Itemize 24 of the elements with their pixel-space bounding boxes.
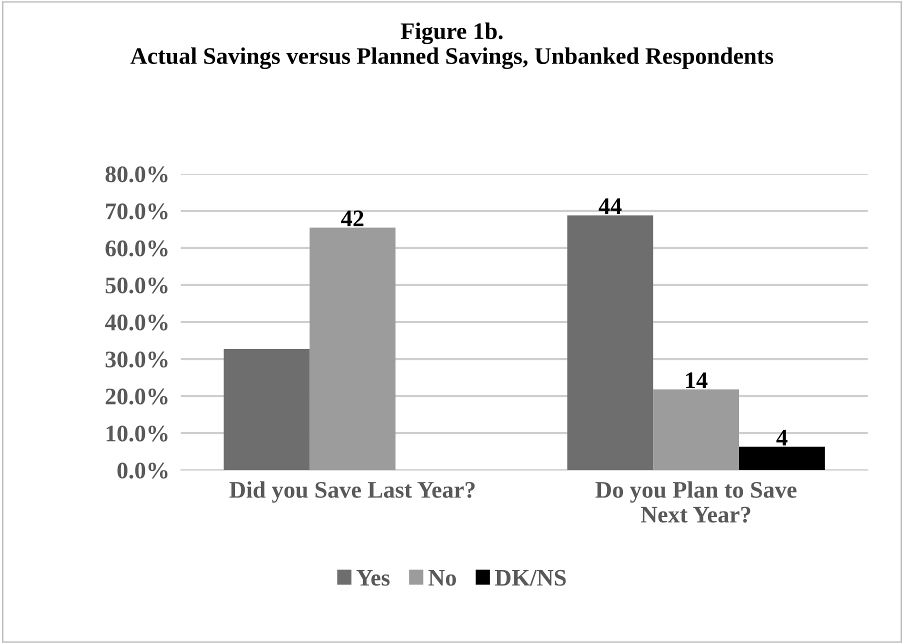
y-tick-label: 40.0% xyxy=(105,314,168,331)
bar xyxy=(224,349,310,470)
y-tick-label: 80.0% xyxy=(106,166,168,182)
y-tick-label: 30.0% xyxy=(106,352,168,368)
bar xyxy=(310,228,396,470)
y-tick-label: 50.0% xyxy=(106,277,168,294)
x-tick-label: Do you Plan to Save Next Year? xyxy=(595,481,796,523)
bar xyxy=(567,215,654,470)
bar xyxy=(739,446,825,470)
annotation: 14 xyxy=(686,372,708,388)
legend-label: No xyxy=(428,570,456,586)
legend-label: DK/NS xyxy=(495,570,566,586)
legend-label: Yes xyxy=(356,570,390,586)
annotation: 44 xyxy=(598,198,622,214)
annotation: 42 xyxy=(341,210,364,226)
bar xyxy=(653,389,740,470)
y-tick-label: 70.0% xyxy=(106,203,168,220)
y-tick-label: 0.0% xyxy=(117,462,168,479)
y-tick-label: 60.0% xyxy=(106,240,168,256)
annotation: 4 xyxy=(776,430,788,446)
x-tick-label: Did you Save Last Year? xyxy=(229,481,475,503)
y-tick-label: 10.0% xyxy=(106,426,168,442)
chart-title: Figure 1b. Actual Savings versus Planned Savings, Unbanked Respondents xyxy=(130,22,774,70)
y-tick-label: 20.0% xyxy=(106,388,168,405)
